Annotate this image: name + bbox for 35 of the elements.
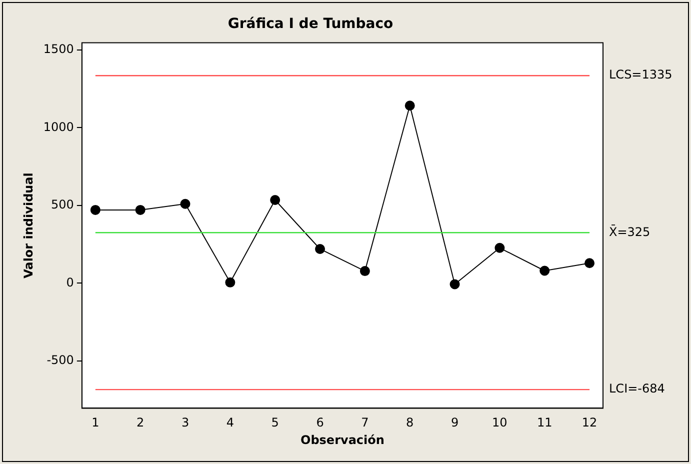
point [540, 266, 550, 276]
y-tick-label: 0 [66, 275, 74, 290]
point [90, 204, 100, 215]
y-tick-label: 1000 [43, 120, 74, 134]
x-axis-title: Observación [300, 432, 384, 447]
ref-line-label: LCS=1335 [609, 68, 672, 82]
point [135, 204, 146, 215]
point [225, 277, 236, 288]
point [270, 195, 280, 205]
x-tick-label: 10 [492, 416, 508, 430]
y-axis-title: Valor individual [21, 172, 36, 278]
x-tick-label: 2 [136, 416, 144, 430]
x-tick-label: 5 [271, 416, 279, 430]
chart-title: Gráfica I de Tumbaco [228, 16, 394, 32]
x-tick-label: 4 [226, 416, 234, 430]
x-tick-label: 8 [406, 416, 414, 430]
ref-line-label: LCI=-684 [609, 382, 665, 396]
ref-line-label: X̄=325 [609, 224, 650, 239]
point [315, 244, 326, 254]
point [180, 198, 190, 209]
x-tick-label: 1 [92, 416, 100, 430]
point [360, 266, 370, 276]
y-tick-label: -500 [46, 353, 74, 368]
x-tick-label: 12 [582, 416, 598, 430]
point [450, 279, 460, 290]
x-tick-label: 3 [181, 416, 190, 430]
x-tick-label: 7 [361, 416, 369, 430]
y-tick-label: 1500 [43, 42, 74, 56]
x-tick-label: 9 [450, 416, 459, 430]
point [584, 258, 595, 268]
y-tick-label: 500 [51, 198, 74, 212]
point [404, 100, 415, 111]
x-tick-label: 11 [536, 416, 552, 430]
x-tick-label: 6 [316, 416, 324, 430]
point [494, 242, 505, 253]
